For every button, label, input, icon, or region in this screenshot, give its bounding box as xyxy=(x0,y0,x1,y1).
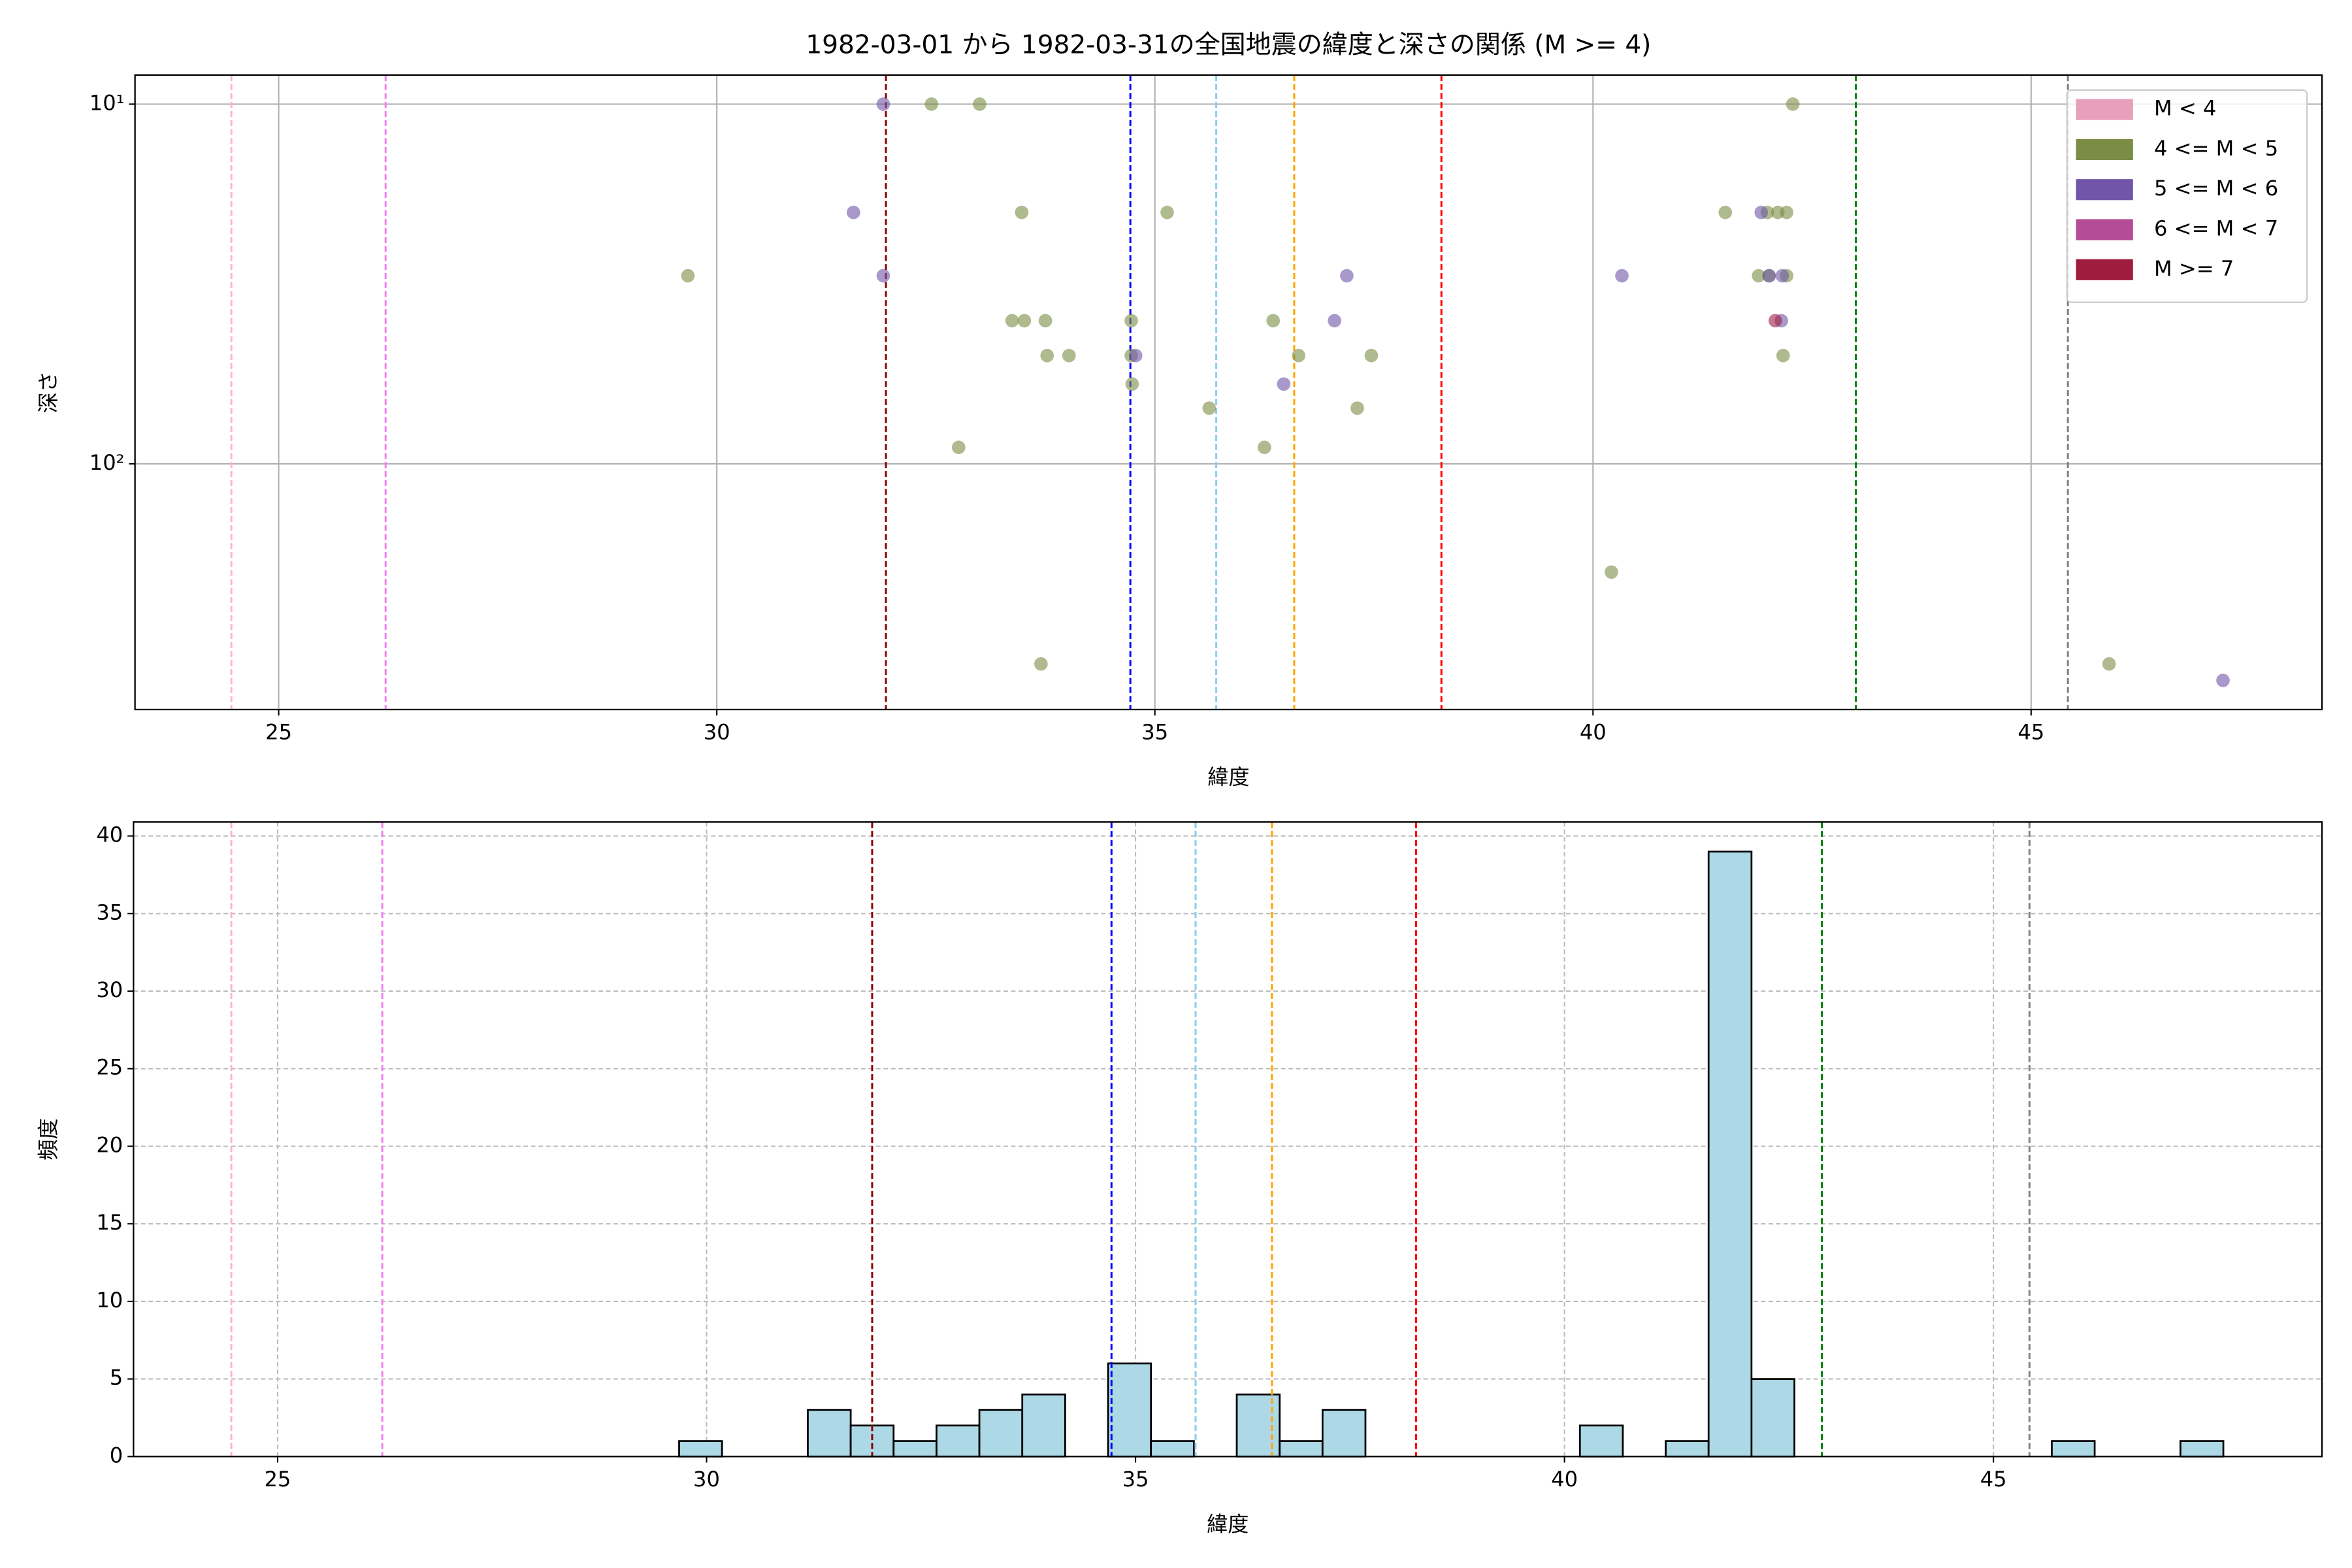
histogram-bar xyxy=(678,1440,723,1458)
scatter-point xyxy=(1340,269,1354,283)
y-tick-label: 5 xyxy=(110,1365,123,1390)
x-tick-label: 25 xyxy=(264,1467,291,1492)
y-axis-label: 頻度 xyxy=(36,1119,61,1160)
histogram-bar xyxy=(1150,1440,1195,1458)
y-tick-label: 0 xyxy=(110,1443,123,1467)
y-tick-label: 10¹ xyxy=(90,90,125,115)
y-tick-label: 20 xyxy=(96,1132,123,1157)
x-tick-label: 30 xyxy=(693,1467,720,1492)
scatter-point xyxy=(1762,269,1776,283)
scatter-point xyxy=(973,97,987,111)
scatter-point xyxy=(951,440,966,455)
y-tick-label: 25 xyxy=(96,1055,123,1080)
scatter-point xyxy=(924,97,939,111)
scatter-point xyxy=(1015,205,1029,220)
scatter-point xyxy=(1266,314,1281,328)
histogram-bar xyxy=(1707,850,1753,1458)
histogram-bar xyxy=(807,1409,852,1458)
histogram-bar xyxy=(1279,1440,1324,1458)
histogram-bar xyxy=(1578,1424,1624,1458)
legend-swatch xyxy=(2076,179,2133,201)
legend-label: 5 <= M < 6 xyxy=(2154,176,2278,201)
scatter-point xyxy=(876,269,890,283)
histogram-bar xyxy=(978,1409,1024,1458)
scatter-point xyxy=(1038,314,1053,328)
scatter-point xyxy=(847,205,860,220)
legend-label: M >= 7 xyxy=(2154,256,2234,281)
y-tick-label: 35 xyxy=(96,900,123,924)
scatter-point xyxy=(1776,348,1790,363)
y-tick-label: 10² xyxy=(90,450,125,475)
scatter-point xyxy=(1350,401,1364,415)
scatter-point xyxy=(1754,205,1769,220)
legend-label: 4 <= M < 5 xyxy=(2154,136,2278,161)
x-tick-label: 35 xyxy=(1141,720,1168,745)
scatter-point xyxy=(2102,657,2116,671)
y-tick-label: 30 xyxy=(96,977,123,1002)
scatter-point xyxy=(1125,377,1139,391)
histogram-bar xyxy=(2180,1440,2225,1458)
scatter-point xyxy=(1124,314,1138,328)
histogram-bar xyxy=(1750,1378,1795,1458)
histogram-bar xyxy=(1021,1394,1066,1458)
chart-title: 1982-03-01 から 1982-03-31の全国地震の緯度と深さの関係 (… xyxy=(806,31,1651,60)
histogram-bar xyxy=(2051,1440,2096,1458)
histogram-bar xyxy=(1235,1394,1281,1458)
y-axis-label: 深さ xyxy=(36,371,61,413)
histogram-bar xyxy=(936,1424,981,1458)
scatter-point xyxy=(1768,314,1782,328)
x-axis-label: 緯度 xyxy=(1207,1512,1249,1537)
scatter-point xyxy=(1017,314,1032,328)
scatter-point xyxy=(1062,348,1076,363)
legend-swatch xyxy=(2076,99,2133,120)
scatter-point xyxy=(1615,269,1629,283)
histogram-bar xyxy=(892,1440,938,1458)
scatter-point xyxy=(2216,674,2230,687)
x-tick-label: 40 xyxy=(1551,1467,1578,1492)
scatter-point xyxy=(1128,348,1143,363)
legend-swatch xyxy=(2076,259,2133,280)
scatter-point xyxy=(1752,269,1766,283)
scatter-point xyxy=(1258,440,1271,455)
scatter-point xyxy=(681,269,695,283)
scatter-point xyxy=(1775,269,1789,283)
scatter-point xyxy=(1202,401,1217,415)
x-tick-label: 25 xyxy=(265,720,292,745)
scatter-point xyxy=(1005,314,1019,328)
x-tick-label: 35 xyxy=(1122,1467,1149,1492)
y-tick-label: 40 xyxy=(96,823,123,847)
legend-label: 6 <= M < 7 xyxy=(2154,216,2278,241)
x-tick-label: 30 xyxy=(704,720,730,745)
axes-frame xyxy=(134,74,2323,711)
scatter-point xyxy=(1160,205,1174,220)
x-axis-label: 緯度 xyxy=(1207,765,1249,790)
x-tick-label: 40 xyxy=(1580,720,1607,745)
scatter-point xyxy=(1277,377,1291,391)
scatter-point xyxy=(1034,657,1048,671)
scatter-point xyxy=(1292,348,1305,363)
scatter-point xyxy=(1780,205,1793,220)
histogram-bar xyxy=(1665,1440,1710,1458)
scatter-point xyxy=(1328,314,1341,328)
scatter-point xyxy=(1605,565,1618,580)
scatter-point xyxy=(1718,205,1733,220)
x-tick-label: 45 xyxy=(1980,1467,2007,1492)
legend-swatch xyxy=(2076,139,2133,161)
scatter-point xyxy=(876,97,890,111)
x-tick-label: 45 xyxy=(2017,720,2044,745)
scatter-point xyxy=(1040,348,1054,363)
scatter-point xyxy=(1364,348,1379,363)
legend-swatch xyxy=(2076,219,2133,240)
scatter-point xyxy=(1786,97,1800,111)
histogram-bar xyxy=(1107,1362,1152,1458)
y-tick-label: 15 xyxy=(96,1210,123,1235)
histogram-bar xyxy=(1321,1409,1367,1458)
axes-frame xyxy=(133,821,2323,1458)
legend-label: M < 4 xyxy=(2154,96,2217,121)
y-tick-label: 10 xyxy=(96,1288,123,1313)
